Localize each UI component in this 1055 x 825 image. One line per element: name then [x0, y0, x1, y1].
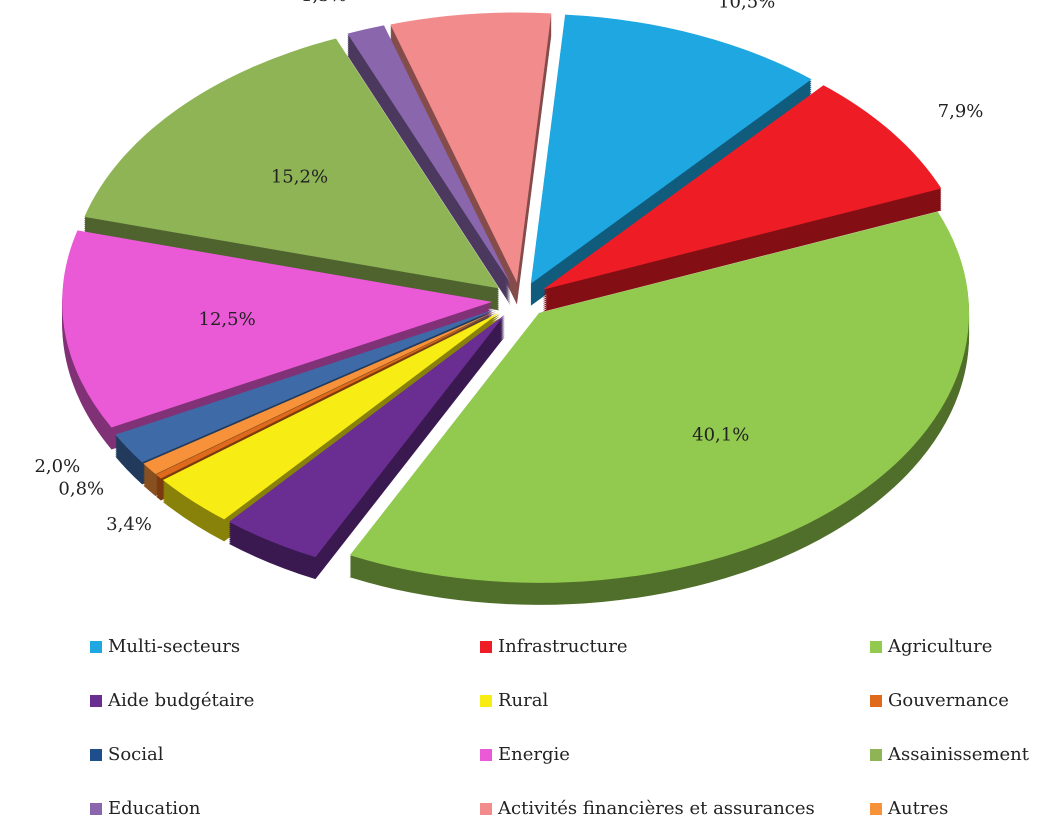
- data-label: 3,4%: [106, 514, 152, 535]
- slice: [542, 85, 942, 290]
- legend-label: Education: [108, 798, 201, 819]
- slice-side: [156, 312, 498, 481]
- legend-label: Rural: [498, 690, 548, 711]
- legend-label: Gouvernance: [888, 690, 1009, 711]
- legend-swatch: [90, 803, 102, 815]
- slice: [349, 211, 970, 583]
- legend-swatch: [480, 749, 492, 761]
- legend-label: Assainissement: [887, 744, 1030, 765]
- legend-swatch: [870, 641, 882, 653]
- legend-label: Aide budgétaire: [107, 690, 254, 711]
- legend-swatch: [870, 749, 882, 761]
- legend-label: Social: [108, 744, 164, 765]
- legend-swatch: [90, 749, 102, 761]
- data-label: 15,2%: [271, 166, 328, 187]
- slice: [162, 312, 500, 520]
- legend-label: Activités financières et assurances: [497, 798, 815, 819]
- slice: [228, 314, 505, 558]
- slice: [115, 309, 497, 463]
- data-label: 10,5%: [718, 0, 775, 12]
- data-label: 2,0%: [34, 456, 80, 477]
- legend-label: Multi-secteurs: [108, 636, 240, 657]
- data-label: 7,9%: [938, 101, 984, 122]
- slice: [143, 310, 498, 475]
- legend-swatch: [90, 695, 102, 707]
- legend-swatch: [870, 803, 882, 815]
- legend-swatch: [480, 695, 492, 707]
- slice: [156, 310, 498, 479]
- slice: [530, 14, 812, 284]
- legend-swatch: [480, 641, 492, 653]
- data-label: 1,5%: [301, 0, 347, 6]
- legend-label: Infrastructure: [498, 636, 628, 657]
- legend-label: Energie: [498, 744, 570, 765]
- legend-label: Autres: [887, 798, 948, 819]
- data-label: 0,8%: [58, 479, 104, 500]
- slice: [62, 230, 493, 428]
- legend-swatch: [90, 641, 102, 653]
- legend-swatch: [480, 803, 492, 815]
- legend-label: Agriculture: [887, 636, 992, 657]
- data-label: 12,5%: [199, 309, 256, 330]
- data-label: 40,1%: [692, 424, 749, 445]
- slice: [347, 25, 511, 284]
- slice: [390, 12, 552, 283]
- legend-swatch: [870, 695, 882, 707]
- slice: [84, 38, 500, 289]
